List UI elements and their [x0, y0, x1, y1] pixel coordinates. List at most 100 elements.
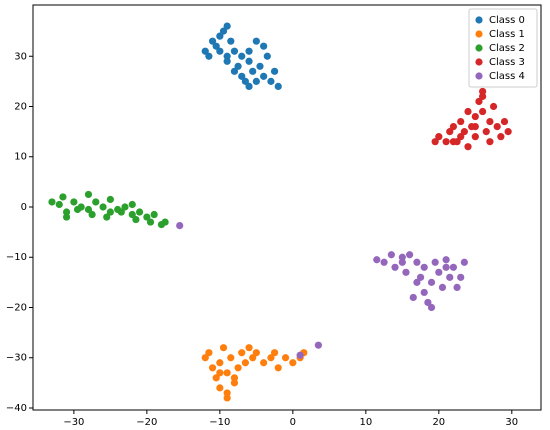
legend-marker	[475, 16, 483, 24]
point	[62, 208, 71, 216]
point	[212, 374, 220, 382]
y-tick-label: −10	[6, 252, 27, 263]
y-tick-label: 10	[14, 152, 27, 163]
point	[55, 200, 63, 209]
point	[212, 42, 220, 50]
point	[121, 203, 129, 211]
point	[453, 283, 461, 291]
point	[431, 258, 439, 266]
point	[205, 349, 213, 357]
point	[427, 303, 436, 312]
y-tick-label: 20	[14, 102, 27, 113]
point	[373, 256, 381, 264]
point	[460, 258, 468, 266]
point	[103, 213, 111, 221]
point	[216, 359, 224, 367]
point	[442, 263, 450, 271]
point	[504, 128, 512, 136]
point	[497, 133, 505, 141]
y-tick-label: −20	[6, 302, 27, 313]
point	[427, 278, 436, 286]
point	[62, 213, 71, 221]
point	[406, 251, 414, 259]
legend-box	[468, 8, 538, 88]
point	[128, 210, 136, 219]
x-tick-label: 0	[290, 417, 296, 428]
point	[460, 128, 468, 136]
point	[260, 42, 268, 50]
point	[420, 288, 428, 297]
point	[446, 128, 454, 136]
point	[241, 77, 249, 85]
point	[409, 293, 417, 302]
point	[438, 283, 447, 291]
point	[249, 354, 257, 362]
point	[493, 123, 501, 131]
point	[135, 208, 144, 216]
point	[479, 92, 487, 101]
point	[216, 384, 224, 392]
point	[252, 37, 260, 45]
point	[219, 344, 228, 352]
point	[267, 354, 275, 362]
point	[205, 52, 213, 60]
point	[267, 77, 275, 85]
point	[223, 57, 231, 65]
point	[230, 47, 239, 55]
point	[106, 208, 114, 216]
point	[256, 62, 264, 70]
point	[263, 52, 271, 60]
y-tick-label: 0	[21, 202, 27, 213]
point	[449, 138, 458, 146]
point	[48, 198, 56, 206]
point	[252, 349, 260, 357]
point	[227, 354, 235, 362]
point	[249, 67, 257, 75]
point	[216, 32, 224, 40]
point	[223, 389, 231, 397]
point	[479, 107, 487, 116]
x-tick-label: 10	[359, 417, 372, 428]
point	[150, 210, 158, 219]
point	[274, 82, 282, 91]
point	[486, 138, 494, 146]
point	[479, 87, 487, 96]
point	[77, 203, 85, 211]
point	[471, 112, 479, 121]
point	[88, 210, 96, 219]
x-tick-label: 30	[505, 417, 518, 428]
legend-marker	[475, 58, 483, 66]
point	[245, 344, 253, 352]
point	[106, 195, 114, 204]
point	[446, 273, 454, 281]
point	[216, 47, 224, 55]
point	[234, 364, 242, 372]
point	[245, 47, 253, 55]
point	[252, 77, 260, 85]
point	[413, 258, 421, 266]
point	[143, 213, 151, 221]
point	[230, 379, 239, 387]
point	[274, 364, 282, 372]
legend-label: Class 1	[489, 29, 525, 40]
x-tick-label: −30	[63, 417, 84, 428]
x-tick-label: −10	[209, 417, 230, 428]
point	[176, 221, 184, 230]
point	[99, 203, 107, 211]
point	[223, 22, 231, 30]
point	[402, 268, 410, 276]
point	[435, 133, 443, 141]
legend-marker	[475, 30, 483, 38]
point	[230, 67, 239, 75]
point	[161, 218, 169, 226]
point	[245, 57, 253, 65]
point	[435, 268, 443, 276]
legend-label: Class 2	[489, 43, 525, 54]
point	[471, 133, 479, 141]
legend-label: Class 0	[489, 15, 525, 26]
point	[489, 102, 498, 111]
point	[132, 215, 140, 224]
point	[296, 351, 304, 359]
point	[398, 258, 406, 266]
